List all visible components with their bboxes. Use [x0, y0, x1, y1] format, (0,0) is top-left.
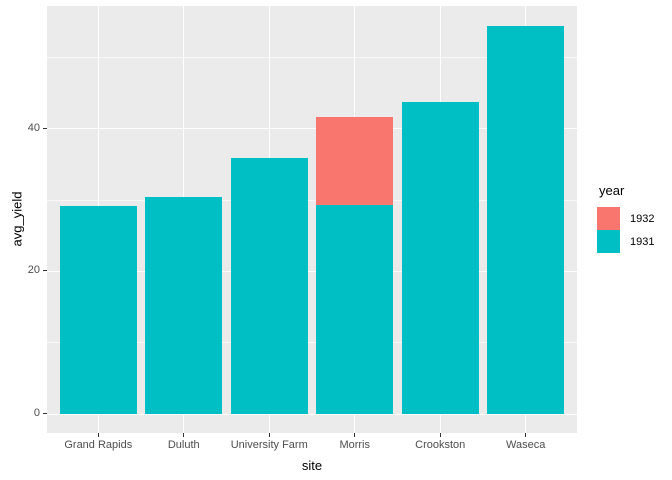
- gridline-horizontal-major: [47, 128, 577, 130]
- x-tick-label-waseca: Waseca: [506, 439, 546, 451]
- x-tick-label-grand-rapids: Grand Rapids: [64, 439, 133, 451]
- x-tick-label-crookston: Crookston: [415, 439, 466, 451]
- legend-label-1932: 1932: [630, 212, 655, 225]
- gridline-horizontal-major: [47, 270, 577, 272]
- gridline-horizontal-minor: [47, 56, 577, 58]
- y-tick-label: 20: [27, 264, 40, 277]
- bar-1931-duluth: [145, 197, 223, 414]
- bar-1931-waseca: [487, 25, 565, 414]
- x-axis-title: site: [301, 458, 323, 473]
- y-tick-label: 40: [27, 121, 40, 134]
- y-tick-mark: [43, 127, 47, 129]
- x-tick-label-university-farm: University Farm: [230, 439, 308, 451]
- legend-key-1932: [597, 207, 620, 230]
- bar-1931-university-farm: [230, 158, 308, 414]
- plot-panel: [47, 6, 577, 433]
- legend-items: 1932 1931: [597, 207, 654, 253]
- gridline-horizontal-minor: [47, 199, 577, 201]
- x-tick-label-morris: Morris: [339, 439, 371, 451]
- legend-label-1931: 1931: [630, 235, 655, 248]
- gridline-horizontal-major: [47, 413, 577, 415]
- gridline-horizontal-minor: [47, 342, 577, 344]
- bar-1931-morris: [316, 204, 394, 414]
- legend-item-1931: 1931: [597, 230, 654, 253]
- y-axis-title: avg_yield: [9, 191, 25, 247]
- y-tick-mark: [43, 413, 47, 415]
- x-tick-mark: [439, 433, 441, 437]
- legend-title: year: [599, 183, 625, 198]
- x-tick-label-duluth: Duluth: [167, 439, 200, 451]
- x-tick-mark: [268, 433, 270, 437]
- bar-1931-crookston: [401, 101, 479, 414]
- y-tick-label: 0: [33, 407, 40, 420]
- bar-1931-grand-rapids: [59, 205, 137, 414]
- legend-key-1931: [597, 230, 620, 253]
- legend: year 1932 1931: [597, 183, 654, 253]
- legend-item-1932: 1932: [597, 207, 654, 230]
- y-tick-mark: [43, 270, 47, 272]
- x-tick-mark: [525, 433, 527, 437]
- x-tick-mark: [354, 433, 356, 437]
- x-tick-mark: [97, 433, 99, 437]
- x-tick-mark: [183, 433, 185, 437]
